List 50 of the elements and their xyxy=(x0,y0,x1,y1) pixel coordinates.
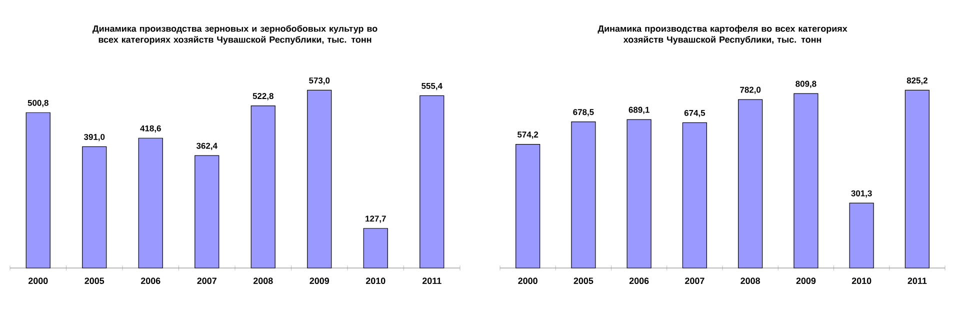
bar xyxy=(420,95,444,268)
bar xyxy=(794,93,818,268)
data-label: 362,4 xyxy=(196,142,218,150)
data-label: 555,4 xyxy=(422,83,442,90)
bar xyxy=(904,90,930,268)
data-label: 418,6 xyxy=(140,125,161,133)
bar xyxy=(626,119,652,268)
data-label: 678,5 xyxy=(573,109,594,116)
data-label: 573,0 xyxy=(309,77,330,85)
chart-title: Динамика производства картофеля во всех категориях хозяйств Чувашской Республики, тыс. тонн xyxy=(598,25,848,44)
data-label: 127,7 xyxy=(366,216,386,223)
x-tick-label: 2008 xyxy=(740,278,760,284)
bar xyxy=(363,228,388,268)
bar xyxy=(516,144,540,268)
x-tick-label: 2007 xyxy=(685,278,704,284)
bar xyxy=(682,122,707,268)
data-label: 574,2 xyxy=(517,132,538,139)
x-tick-label: 2000 xyxy=(518,278,538,284)
x-tick-label: 2006 xyxy=(140,278,160,284)
x-tick-label: 2011 xyxy=(908,278,927,284)
bar xyxy=(82,146,107,268)
data-label: 522,8 xyxy=(252,93,274,100)
bar xyxy=(26,112,50,268)
data-label: 825,2 xyxy=(906,77,928,85)
x-tick-label: 2010 xyxy=(366,278,386,284)
bar xyxy=(849,202,874,268)
data-label: 301,3 xyxy=(851,190,872,198)
x-tick-label: 2007 xyxy=(197,278,216,284)
x-tick-label: 2008 xyxy=(253,278,273,284)
data-label: 674,5 xyxy=(684,110,706,118)
bar xyxy=(571,122,596,268)
bar xyxy=(307,90,332,268)
data-label: 782,0 xyxy=(740,86,761,94)
x-tick-label: 2000 xyxy=(28,278,48,284)
chart-title: Динамика производства зерновых и зернобобовых культур во всех категориях хозяйств Чувашской Республики, тыс. тонн xyxy=(92,25,378,44)
data-label: 689,1 xyxy=(628,106,650,114)
x-tick-label: 2006 xyxy=(629,278,649,284)
data-label: 500,8 xyxy=(28,100,48,108)
x-tick-label: 2005 xyxy=(574,278,594,284)
bar xyxy=(738,99,763,268)
bar xyxy=(138,138,163,268)
bar xyxy=(250,105,276,268)
x-tick-label: 2011 xyxy=(422,278,442,284)
x-tick-label: 2009 xyxy=(310,278,330,284)
x-tick-label: 2005 xyxy=(84,278,104,284)
x-tick-label: 2010 xyxy=(852,278,872,284)
bar xyxy=(194,155,220,268)
data-label: 391,0 xyxy=(84,134,105,142)
data-label: 809,8 xyxy=(796,80,816,88)
x-tick-label: 2009 xyxy=(796,278,816,284)
